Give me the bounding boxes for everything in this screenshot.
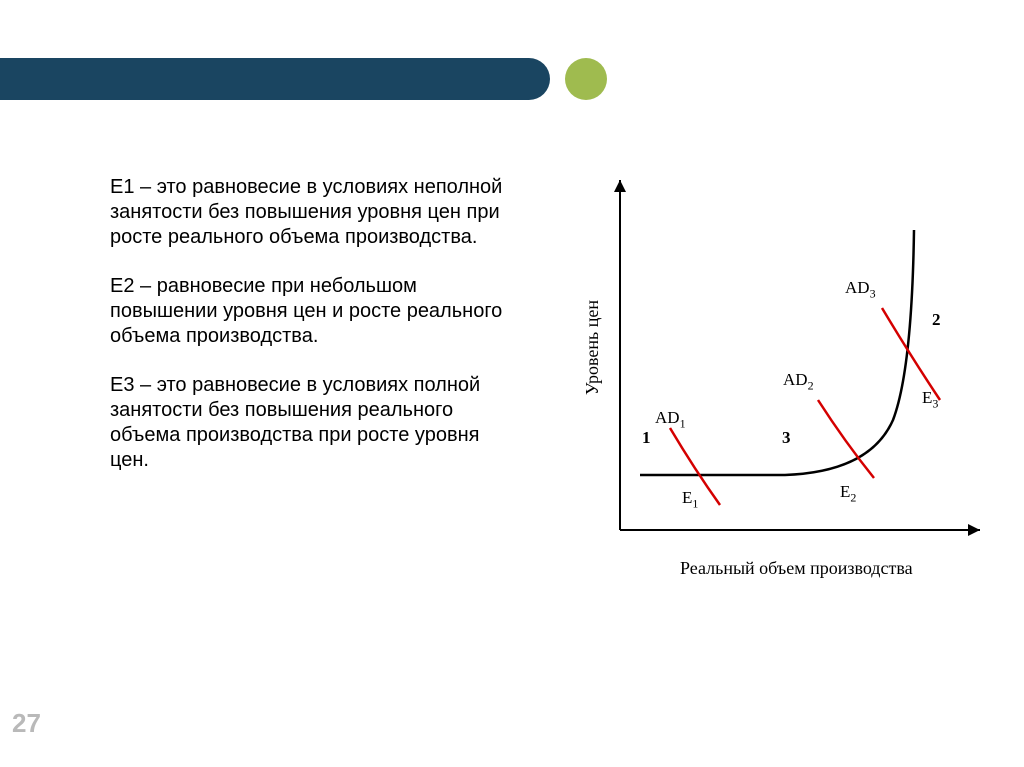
paragraph-e2: E2 – равновесие при небольшом повышении … [110, 274, 520, 349]
region-3-label: 3 [782, 428, 791, 448]
ad2-curve [818, 400, 874, 478]
region-1-label: 1 [642, 428, 651, 448]
as-curve [640, 230, 914, 475]
region-2-label: 2 [932, 310, 941, 330]
paragraph-e3: E3 – это равновесие в условиях полной за… [110, 373, 520, 473]
e1-label: E1 [682, 488, 698, 511]
x-axis-label: Реальный объем производства [680, 558, 913, 579]
header-accent-dot [565, 58, 607, 100]
axes [614, 180, 980, 536]
page-number: 27 [12, 708, 41, 739]
y-axis-label: Уровень цен [582, 300, 603, 395]
e2-label: E2 [840, 482, 856, 505]
header-banner [0, 58, 550, 100]
ad2-label: AD2 [783, 370, 814, 393]
e3-label: E3 [922, 388, 938, 411]
body-text: E1 – это равновесие в условиях неполной … [110, 175, 520, 497]
ad3-label: AD3 [845, 278, 876, 301]
ad1-label: AD1 [655, 408, 686, 431]
equilibrium-chart: Уровень цен Реальный объем производства … [560, 170, 990, 610]
paragraph-e1: E1 – это равновесие в условиях неполной … [110, 175, 520, 250]
